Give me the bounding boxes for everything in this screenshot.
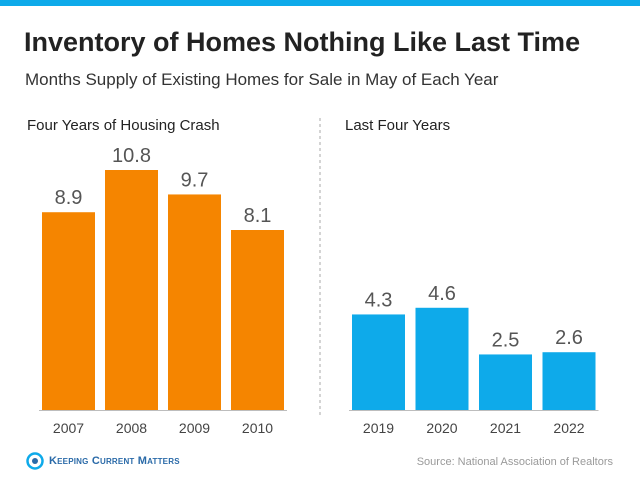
category-label-2019: 2019 (363, 420, 394, 436)
category-label-2007: 2007 (53, 420, 84, 436)
kcm-logo-icon (26, 452, 44, 470)
category-label-2021: 2021 (490, 420, 521, 436)
category-label-2009: 2009 (179, 420, 210, 436)
category-label-2008: 2008 (116, 420, 147, 436)
value-label-2010: 8.1 (244, 205, 272, 227)
panel-title-crash: Four Years of Housing Crash (27, 117, 220, 134)
top-accent-bar (0, 0, 640, 6)
bar-recent-2021 (479, 354, 532, 410)
source-note: Source: National Association of Realtors (416, 456, 613, 468)
value-label-2022: 2.6 (555, 327, 583, 349)
value-label-2007: 8.9 (55, 187, 83, 209)
logo-text: Keeping Current Matters (49, 455, 180, 467)
value-label-2021: 2.5 (492, 329, 520, 351)
chart-subtitle: Months Supply of Existing Homes for Sale… (25, 70, 499, 89)
bar-recent-2019 (352, 314, 405, 410)
bar-crash-2009 (168, 194, 221, 410)
category-label-2010: 2010 (242, 420, 273, 436)
panel-title-recent: Last Four Years (345, 117, 451, 134)
footer-logo: Keeping Current Matters (26, 452, 180, 470)
value-label-2019: 4.3 (365, 289, 393, 311)
bar-crash-2008 (105, 170, 158, 410)
bar-crash-2007 (42, 212, 95, 410)
bar-recent-2022 (542, 352, 596, 410)
value-label-2009: 9.7 (181, 169, 209, 191)
bar-crash-2010 (231, 230, 284, 410)
bar-recent-2020 (415, 307, 469, 410)
category-label-2022: 2022 (553, 420, 584, 436)
category-label-2020: 2020 (426, 420, 457, 436)
value-label-2020: 4.6 (428, 283, 456, 305)
chart-title: Inventory of Homes Nothing Like Last Tim… (24, 27, 581, 57)
value-label-2008: 10.8 (112, 145, 151, 167)
